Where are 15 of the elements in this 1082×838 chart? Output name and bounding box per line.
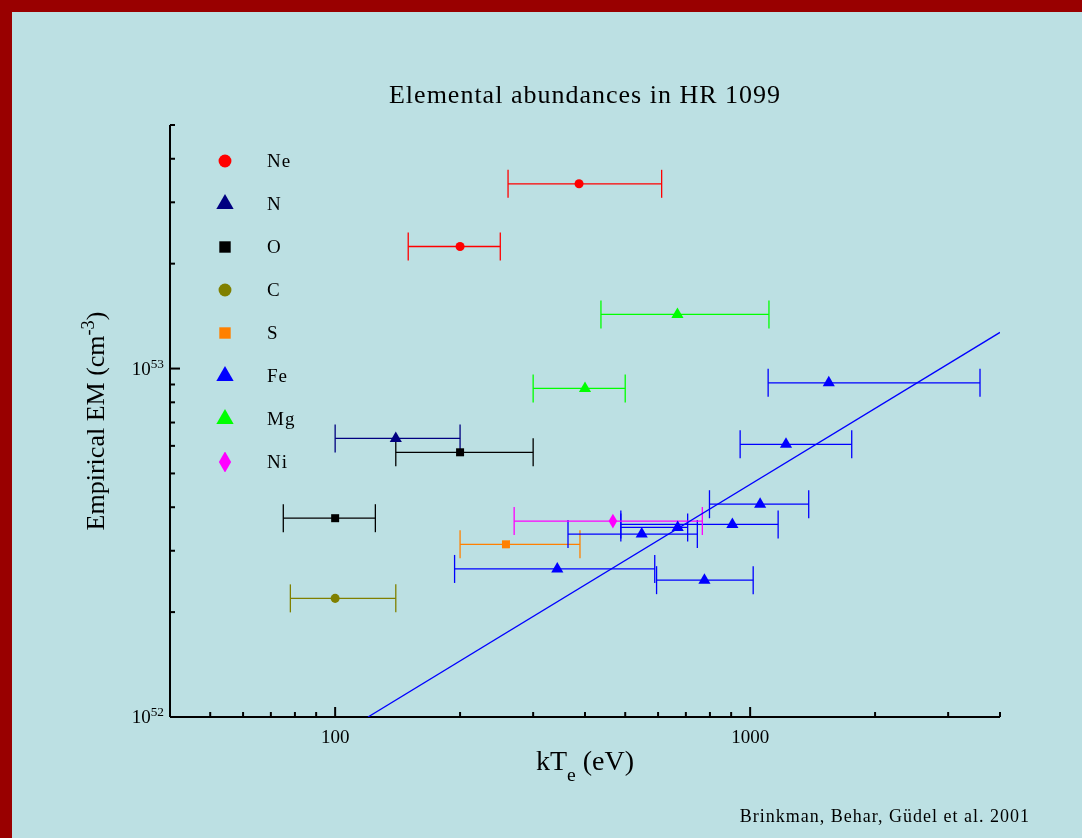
legend-label: S <box>267 321 279 344</box>
y-tick-label: 10$^{52}$ <box>131 703 164 727</box>
legend-label: C <box>267 278 281 301</box>
legend-label: O <box>267 235 282 258</box>
legend-label: Fe <box>267 364 288 387</box>
text: Brinkman, Behar, Güdel et al. 2001 <box>739 806 1030 826</box>
legend-label: Mg <box>267 407 296 430</box>
x-tick-label: 100 <box>320 726 350 747</box>
chart-title: Elemental abundances in HR 1099 <box>388 80 782 110</box>
x-tick-label: 1000 <box>731 726 770 747</box>
legend-label: N <box>267 192 282 215</box>
y-tick-label: 10$^{53}$ <box>131 355 165 379</box>
legend-label: Ni <box>267 450 288 473</box>
legend-label: Ne <box>267 149 292 172</box>
x-axis-title: kT$_{e}$ (eV) <box>535 745 635 785</box>
